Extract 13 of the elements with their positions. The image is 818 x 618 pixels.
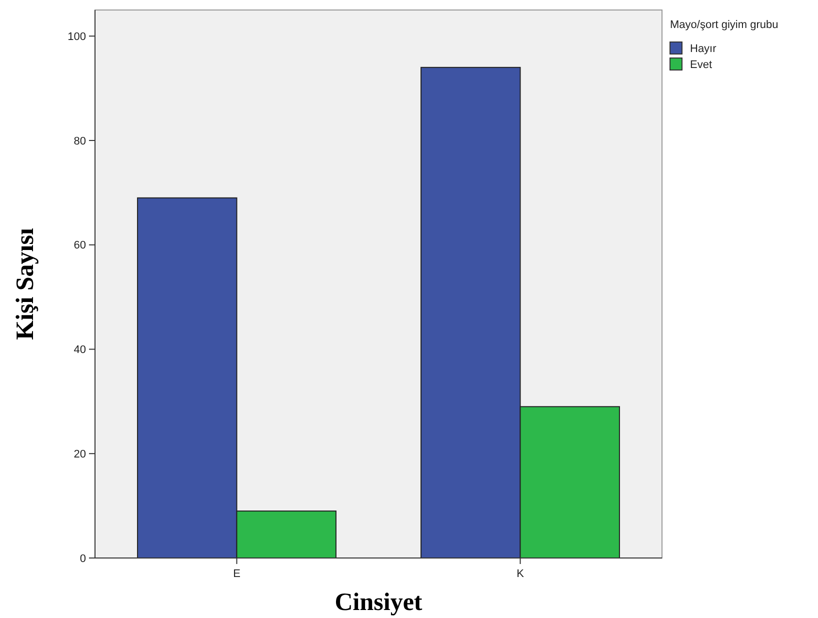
legend-label: Hayır <box>690 43 717 55</box>
x-tick-label: E <box>233 568 240 580</box>
x-tick-label: K <box>516 568 525 580</box>
legend-title: Mayo/şort giyim grubu <box>670 19 778 31</box>
x-axis-title: Cinsiyet <box>334 589 423 616</box>
legend-label: Evet <box>690 59 712 71</box>
y-axis-title: Kişi Sayısı <box>12 228 39 340</box>
y-tick-label: 100 <box>68 30 86 43</box>
y-tick-label: 80 <box>74 135 86 148</box>
y-tick-label: 0 <box>80 552 86 565</box>
y-tick-label: 40 <box>74 344 86 356</box>
y-tick-label: 20 <box>74 448 86 460</box>
y-tick-label: 60 <box>74 240 86 252</box>
